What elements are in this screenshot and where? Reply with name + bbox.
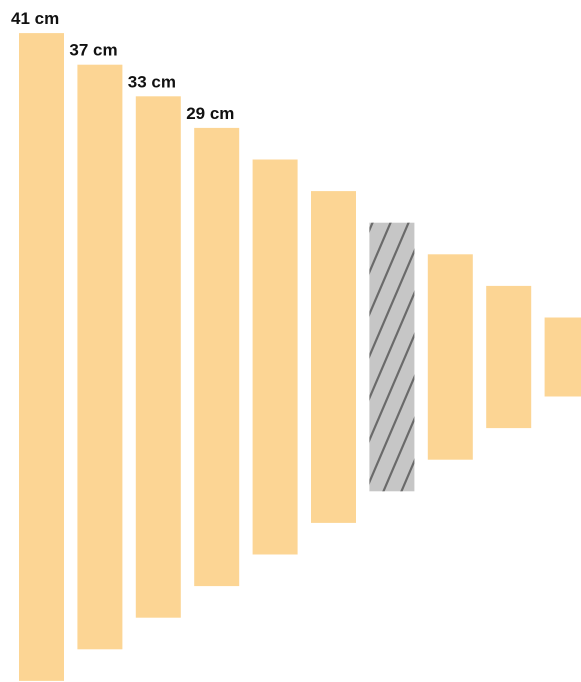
bar-9 [486, 285, 532, 429]
bar-8 [427, 254, 473, 460]
bar-10 [544, 317, 581, 397]
bar-label-3: 33 cm [128, 72, 176, 91]
bar-2 [77, 64, 123, 650]
bar-label-4: 29 cm [186, 104, 234, 123]
bar-1 [19, 33, 64, 681]
bar-3 [135, 96, 181, 618]
bar-5 [252, 159, 298, 555]
bar-4 [194, 127, 240, 587]
bar-6 [311, 191, 356, 523]
bar-label-2: 37 cm [69, 41, 117, 60]
bar-label-1: 41 cm [11, 9, 59, 28]
highlighted-bar-hatch [369, 222, 415, 492]
